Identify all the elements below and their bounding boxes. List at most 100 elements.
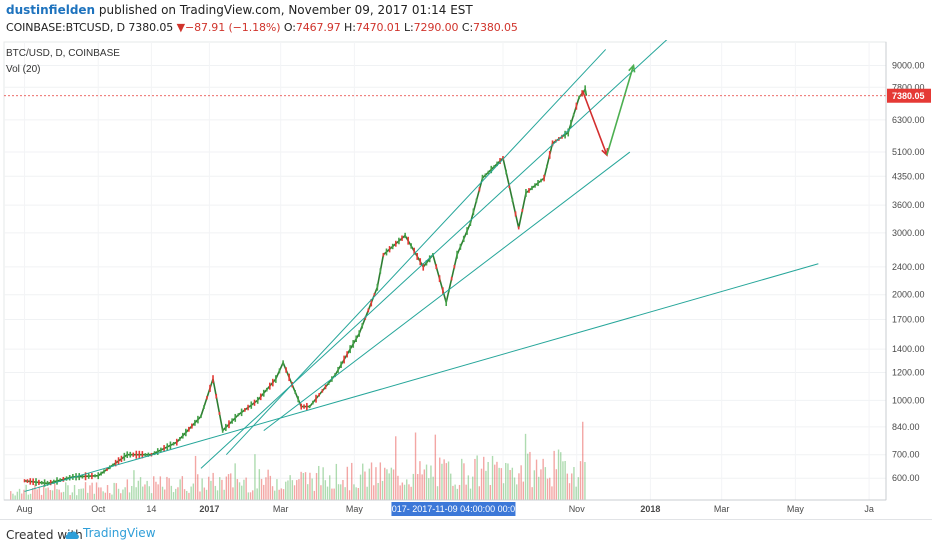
symbol-label: COINBASE:BTCUSD, D (6, 21, 125, 34)
candle (385, 248, 388, 256)
candle (272, 378, 274, 387)
candle (147, 452, 150, 457)
candle (103, 469, 105, 474)
trendline (263, 151, 631, 431)
candle (166, 443, 169, 451)
open-label: O: (283, 21, 296, 34)
volume-bar (507, 463, 509, 500)
volume-bar (582, 421, 584, 500)
volume-bar (102, 491, 104, 500)
candle (191, 423, 193, 429)
close-value: 7380.05 (473, 21, 518, 34)
volume-bar (131, 485, 133, 500)
candle (554, 139, 557, 143)
candle (203, 405, 205, 409)
volume-bar (157, 484, 159, 500)
candle (288, 373, 290, 382)
volume-bar (421, 474, 423, 500)
price-chart[interactable]: 0(1284.17)0.236(1156.54)0.382(1077.54)0.… (0, 27, 932, 516)
volume-bar (29, 493, 32, 500)
volume-bar (485, 470, 487, 500)
volume-bar (32, 488, 34, 500)
volume-bar (397, 475, 399, 500)
candle (250, 401, 253, 409)
volume-bar (379, 462, 382, 500)
volume-bar (298, 479, 300, 500)
volume-bar (126, 479, 129, 500)
volume-bar (177, 487, 179, 500)
published-text: published on TradingView.com, November 0… (95, 3, 473, 17)
volume-bar (73, 485, 76, 500)
y-tick-label: 7800.00 (892, 82, 925, 92)
volume-bar (265, 477, 267, 500)
candle (543, 174, 545, 182)
volume-bar (487, 461, 489, 500)
volume-bar (142, 486, 144, 500)
candle (35, 478, 37, 486)
volume-bar (137, 480, 140, 500)
author-link[interactable]: dustinfielden (6, 3, 96, 17)
tradingview-link[interactable]: TradingView (64, 526, 156, 540)
volume-bar (335, 463, 338, 500)
candle (278, 368, 281, 374)
axis-layer: 9000.00 7800.00 6300.00 5100.00 4350.00 3600.… (4, 42, 931, 516)
volume-bar (370, 462, 373, 500)
volume-bar (124, 487, 126, 500)
volume-bar (417, 474, 419, 500)
volume-bar (190, 486, 192, 500)
candle (23, 479, 26, 483)
volume-bar (344, 487, 346, 500)
x-tick-label: 14 (146, 504, 156, 514)
chart-area[interactable]: 0(1284.17)0.236(1156.54)0.382(1077.54)0.… (0, 27, 932, 516)
volume-bar (155, 481, 157, 500)
x-tick-label: 2017 (199, 504, 219, 514)
volume-bar (67, 485, 69, 500)
volume-bar (98, 487, 100, 500)
volume-bar (280, 488, 283, 500)
volume-bar (84, 482, 87, 500)
volume-bar (62, 491, 65, 500)
candle (237, 413, 240, 417)
volume-bar (568, 483, 571, 500)
volume-bar (109, 493, 111, 500)
volume-bar (476, 455, 478, 500)
volume-bar (377, 483, 379, 500)
volume-bar (401, 482, 404, 500)
candle (53, 479, 55, 484)
candle (567, 128, 570, 137)
volume-bar (166, 476, 168, 500)
candle (425, 260, 428, 266)
volume-bar (555, 469, 558, 500)
volume-bar (34, 484, 36, 500)
candle (401, 235, 403, 241)
candle (493, 165, 495, 169)
candle (395, 240, 397, 247)
volume-bar (359, 474, 362, 500)
candle (126, 451, 129, 459)
volume-bar (120, 493, 122, 500)
tradingview-brand: TradingView (83, 526, 156, 540)
volume-bar (36, 489, 38, 500)
volume-bar (315, 473, 318, 500)
y-tick-label: 1700.00 (892, 314, 925, 324)
volume-bar (14, 495, 16, 500)
candle (327, 381, 330, 385)
footer: Created with TradingView (0, 519, 932, 551)
candle (340, 361, 342, 368)
x-tick-label: May (346, 504, 364, 514)
volume-bar (434, 434, 437, 500)
candle (56, 477, 58, 485)
trendline-layer (4, 27, 886, 492)
volume-bar (205, 489, 208, 500)
volume-bar (133, 470, 135, 500)
y-tick-label: 1000.00 (892, 395, 925, 405)
trendline (200, 27, 680, 469)
close-label: C: (461, 21, 474, 34)
candle (172, 442, 175, 446)
volume-bar (214, 485, 217, 500)
candle (551, 140, 554, 147)
candle (548, 150, 551, 159)
volume-bar (540, 469, 542, 500)
volume-bar (443, 459, 445, 500)
publication-header: dustinfielden published on TradingView.c… (0, 0, 932, 40)
